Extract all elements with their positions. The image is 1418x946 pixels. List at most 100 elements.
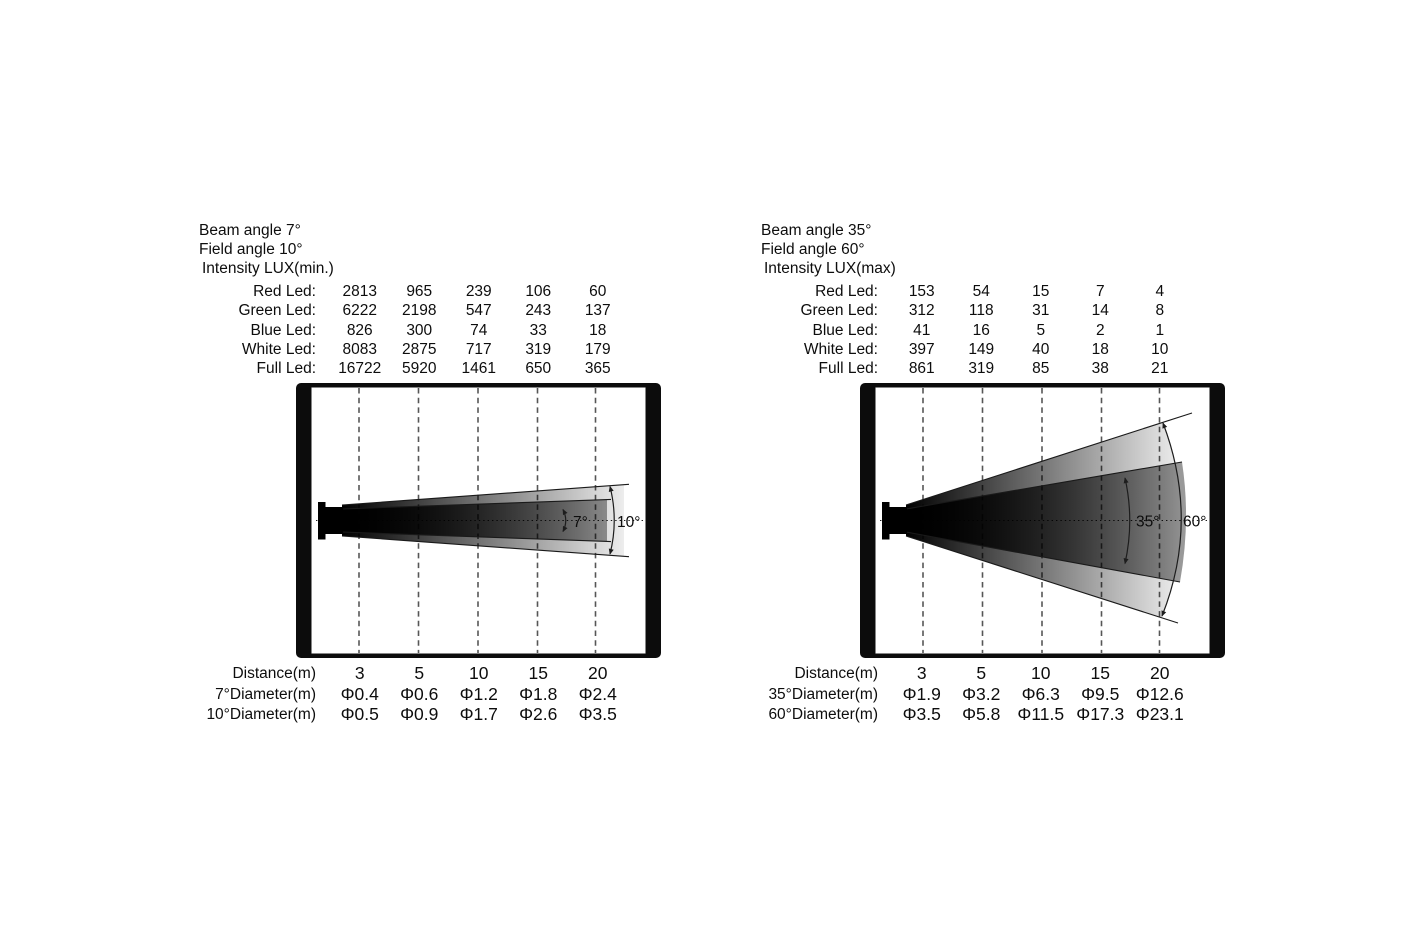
row-label: Red Led: <box>815 283 878 301</box>
value-cell: 2813 <box>342 283 377 301</box>
value-cell: 15 <box>1090 663 1110 683</box>
row-label: 35°Diameter(m) <box>768 685 878 703</box>
value-cell: 137 <box>584 302 611 320</box>
value-cell: 965 <box>406 283 433 301</box>
value-cell: Φ1.2 <box>459 683 498 704</box>
led-intensity-table: Red Led: 2813 965 239 106 60 Green Led: 6222 219… <box>190 282 676 378</box>
beam-diagram-7-10: 7° 10° <box>296 383 661 658</box>
value-cell: 18 <box>589 321 607 339</box>
beam-cones <box>341 483 630 558</box>
value-cell: 38 <box>1091 359 1109 377</box>
value-cell: Φ0.9 <box>400 704 439 725</box>
distance-gridlines <box>358 388 597 653</box>
value-cell: 861 <box>908 359 935 377</box>
panel-header: Beam angle 35° Field angle 60° Intensity… <box>761 221 896 279</box>
table-row: Green Led: 312 118 31 14 8 <box>752 301 1238 320</box>
value-cell: 6222 <box>342 302 377 320</box>
value-cell: 8083 <box>342 340 377 358</box>
row-label: Blue Led: <box>812 321 879 339</box>
value-cell: 74 <box>470 321 488 339</box>
value-cell: Φ0.5 <box>340 704 379 725</box>
value-cell: 5 <box>976 663 987 683</box>
value-cell: 4 <box>1155 283 1165 301</box>
value-cell: 41 <box>913 321 931 339</box>
row-label: 60°Diameter(m) <box>768 706 878 724</box>
value-cell: 319 <box>968 359 995 377</box>
value-cell: 5 <box>414 663 425 683</box>
value-cell: 10 <box>469 663 489 683</box>
value-cell: Φ3.5 <box>902 704 941 725</box>
intensity-line: Intensity LUX(min.) <box>202 260 334 278</box>
table-row: 10°Diameter(m) Φ0.5 Φ0.9 Φ1.7 Φ2.6 Φ3.5 <box>190 703 676 724</box>
value-cell: 547 <box>465 302 492 320</box>
value-cell: 20 <box>588 663 608 683</box>
value-cell: 16722 <box>338 359 382 377</box>
value-cell: 20 <box>1150 663 1170 683</box>
value-cell: Φ17.3 <box>1076 704 1125 725</box>
value-cell: 149 <box>968 340 995 358</box>
beam-angle-arc <box>1123 477 1131 565</box>
value-cell: 826 <box>346 321 373 339</box>
value-cell: 33 <box>529 321 547 339</box>
row-label: White Led: <box>241 340 316 358</box>
distance-diameter-table: Distance(m) 3 5 10 15 20 35°Diameter(m) Φ1.9 Φ3.… <box>752 662 1238 724</box>
table-row: White Led: 397 149 40 18 10 <box>752 340 1238 359</box>
beam-angle-value: 35° <box>1136 514 1159 531</box>
value-cell: Φ1.7 <box>459 704 498 725</box>
table-row: Green Led: 6222 2198 547 243 137 <box>190 301 676 320</box>
value-cell: Φ11.5 <box>1017 704 1065 725</box>
value-cell: Φ0.6 <box>400 683 439 704</box>
row-label: Distance(m) <box>232 665 316 682</box>
fixture-icon <box>882 502 907 540</box>
value-cell: 18 <box>1091 340 1109 358</box>
value-cell: 16 <box>972 321 990 339</box>
value-cell: 312 <box>908 302 935 320</box>
diagram-frame <box>860 383 1225 658</box>
value-cell: 300 <box>406 321 433 339</box>
table-row: 60°Diameter(m) Φ3.5 Φ5.8 Φ11.5 Φ17.3 Φ23.1 <box>752 703 1238 724</box>
value-cell: 365 <box>584 359 611 377</box>
table-row: Distance(m) 3 5 10 15 20 <box>190 662 676 683</box>
beam-diagram-35-60: 35° 60° <box>860 383 1225 658</box>
value-cell: Φ0.4 <box>340 683 379 704</box>
beam-angle-arc <box>562 508 568 533</box>
value-cell: 7 <box>1095 283 1105 301</box>
value-cell: 397 <box>908 340 935 358</box>
led-intensity-table: Red Led: 153 54 15 7 4 Green Led: 312 118 31 14 8 Bl… <box>752 282 1238 378</box>
row-label: Green Led: <box>238 302 316 320</box>
value-cell: 179 <box>584 340 611 358</box>
value-cell: Φ12.6 <box>1135 683 1184 704</box>
row-label: White Led: <box>803 340 878 358</box>
value-cell: 118 <box>968 302 994 320</box>
row-label: Blue Led: <box>250 321 317 339</box>
table-row: Full Led: 861 319 85 38 21 <box>752 359 1238 378</box>
value-cell: 239 <box>465 283 492 301</box>
diagram-frame <box>296 383 661 658</box>
value-cell: Φ23.1 <box>1135 704 1184 725</box>
value-cell: 31 <box>1032 302 1050 320</box>
value-cell: 40 <box>1032 340 1050 358</box>
intensity-line: Intensity LUX(max) <box>764 260 896 278</box>
value-cell: 15 <box>528 663 548 683</box>
table-row: White Led: 8083 2875 717 319 179 <box>190 340 676 359</box>
field-angle-arc <box>608 485 615 555</box>
panel-beam-35deg: Beam angle 35° Field angle 60° Intensity… <box>752 215 1238 740</box>
field-angle-value: 60° <box>1183 514 1206 531</box>
value-cell: Φ1.9 <box>902 683 941 704</box>
value-cell: 3 <box>354 663 365 683</box>
beam-angle-line: Beam angle 7° <box>199 222 301 239</box>
value-cell: 3 <box>916 663 927 683</box>
value-cell: 21 <box>1151 359 1169 377</box>
fixture-icon <box>318 502 343 540</box>
beam-cones <box>905 412 1193 624</box>
table-row: 35°Diameter(m) Φ1.9 Φ3.2 Φ6.3 Φ9.5 Φ12.6 <box>752 683 1238 704</box>
table-row: Red Led: 153 54 15 7 4 <box>752 282 1238 301</box>
table-row: Full Led: 16722 5920 1461 650 365 <box>190 359 676 378</box>
value-cell: 1461 <box>461 359 496 377</box>
value-cell: 2198 <box>402 302 437 320</box>
table-row: 7°Diameter(m) Φ0.4 Φ0.6 Φ1.2 Φ1.8 Φ2.4 <box>190 683 676 704</box>
value-cell: 15 <box>1032 283 1050 301</box>
value-cell: Φ1.8 <box>519 683 558 704</box>
field-angle-line: Field angle 60° <box>761 241 865 259</box>
table-row: Blue Led: 41 16 5 2 1 <box>752 320 1238 339</box>
